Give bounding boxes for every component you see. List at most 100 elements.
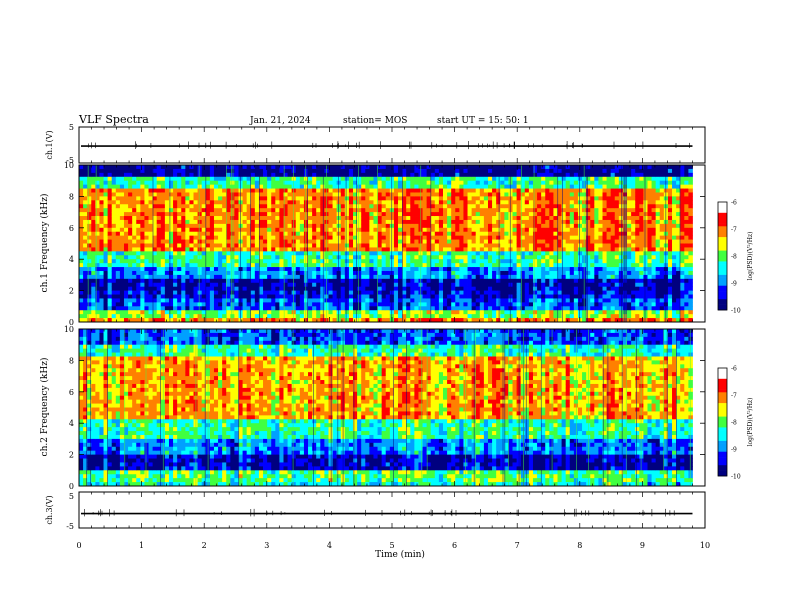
- spectrogram-cell: [475, 294, 481, 299]
- spectrogram-cell: [479, 255, 485, 260]
- spectrogram-cell: [430, 270, 436, 276]
- spectrogram-cell: [381, 184, 387, 189]
- spectrogram-cell: [410, 196, 415, 201]
- spectrogram-cell: [189, 208, 194, 213]
- spectrogram-cell: [320, 216, 325, 221]
- spectrogram-cell: [128, 306, 133, 311]
- spectrogram-cell: [520, 208, 526, 213]
- spectrogram-cell: [263, 168, 268, 174]
- spectrogram-cell: [213, 318, 219, 323]
- spectrogram-cell: [79, 196, 84, 201]
- spectrogram-cell: [316, 196, 321, 201]
- spectrogram-cell: [279, 208, 284, 213]
- spectrogram-cell: [467, 239, 473, 244]
- spectrogram-cell: [99, 223, 104, 229]
- spectrogram-cell: [316, 231, 321, 237]
- spectrogram-cell: [365, 294, 370, 299]
- spectrogram-cell: [287, 251, 293, 256]
- spectrogram-cell: [156, 200, 162, 205]
- spectrogram-cell: [467, 298, 473, 303]
- spectrogram-cell: [516, 306, 522, 311]
- spectrogram-cell: [557, 200, 562, 205]
- spectrogram-cell: [455, 274, 460, 280]
- spectrogram-cell: [398, 208, 403, 213]
- spectrogram-cell: [173, 306, 178, 311]
- spectrogram-cell: [267, 243, 272, 248]
- spectrogram-cell: [328, 282, 333, 288]
- spectrogram-cell: [308, 263, 313, 268]
- spectrogram-cell: [381, 196, 387, 201]
- spectrogram-cell: [279, 274, 284, 280]
- spectrogram-cell: [193, 318, 199, 323]
- spectrogram-cell: [234, 227, 239, 233]
- spectrogram-cell: [381, 302, 387, 307]
- spectrogram-cell: [357, 208, 362, 213]
- spectrogram-cell: [524, 302, 530, 307]
- spectrogram-cell: [287, 172, 293, 178]
- spectrogram-cell: [455, 263, 460, 268]
- spectrogram-cell: [287, 208, 293, 213]
- spectrogram-cell: [385, 168, 391, 174]
- ch1-waveform-ylabel: ch.1(V): [45, 130, 54, 159]
- spectrogram-cell: [561, 267, 567, 272]
- spectrogram-cell: [160, 180, 166, 186]
- spectrogram-cell: [561, 208, 567, 213]
- spectrogram-cell: [549, 302, 554, 307]
- spectrogram-cell: [336, 223, 342, 229]
- spectrogram-cell: [422, 251, 428, 256]
- spectrogram-cell: [410, 172, 415, 178]
- spectrogram-cell: [561, 184, 567, 189]
- spectrogram-cell: [459, 235, 464, 240]
- spectrogram-cell: [381, 310, 387, 315]
- spectrogram-cell: [177, 188, 182, 193]
- spectrogram-cell: [99, 227, 104, 233]
- spectrogram-cell: [430, 223, 436, 229]
- spectrogram-cell: [234, 243, 239, 248]
- spectrogram-cell: [520, 188, 526, 193]
- spectrogram-cell: [381, 298, 387, 303]
- spectrogram-cell: [528, 290, 534, 295]
- spectrogram-cell: [111, 270, 117, 276]
- spectrogram-cell: [532, 247, 538, 252]
- spectrogram-cell: [332, 302, 338, 307]
- spectrogram-cell: [336, 235, 342, 240]
- spectrogram-cell: [95, 274, 100, 280]
- spectrogram-cell: [377, 231, 383, 237]
- spectrogram-cell: [373, 318, 378, 323]
- spectrogram-cell: [447, 165, 452, 170]
- spectrogram-cell: [267, 188, 272, 193]
- spectrogram-cell: [357, 298, 362, 303]
- spectrogram-cell: [136, 282, 141, 288]
- spectrogram-cell: [348, 314, 354, 319]
- spectrogram-cell: [197, 204, 203, 209]
- spectrogram-cell: [434, 267, 440, 272]
- spectrogram-cell: [242, 235, 248, 240]
- spectrogram-cell: [385, 302, 391, 307]
- spectrogram-cell: [361, 263, 366, 268]
- spectrogram-cell: [197, 235, 203, 240]
- spectrogram-cell: [569, 212, 575, 217]
- spectrogram-cell: [177, 270, 182, 276]
- spectrogram-cell: [414, 176, 419, 182]
- spectrogram-cell: [328, 251, 333, 256]
- spectrogram-cell: [156, 251, 162, 256]
- spectrogram-cell: [487, 223, 493, 229]
- spectrogram-cell: [242, 318, 248, 323]
- spectrogram-cell: [136, 212, 141, 217]
- spectrogram-cell: [283, 192, 288, 197]
- spectrogram-cell: [496, 223, 501, 229]
- spectrogram-cell: [443, 204, 448, 209]
- spectrogram-cell: [398, 196, 403, 201]
- spectrogram-cell: [565, 318, 571, 323]
- spectrogram-cell: [520, 310, 526, 315]
- spectrogram-cell: [226, 310, 231, 315]
- spectrogram-cell: [377, 219, 383, 225]
- spectrogram-cell: [299, 184, 305, 189]
- spectrogram-cell: [234, 286, 239, 292]
- spectrogram-cell: [438, 278, 444, 284]
- spectrogram-cell: [549, 172, 554, 178]
- spectrogram-cell: [91, 212, 96, 217]
- spectrogram-cell: [115, 251, 121, 256]
- spectrogram-cell: [422, 172, 428, 178]
- spectrogram-cell: [385, 251, 391, 256]
